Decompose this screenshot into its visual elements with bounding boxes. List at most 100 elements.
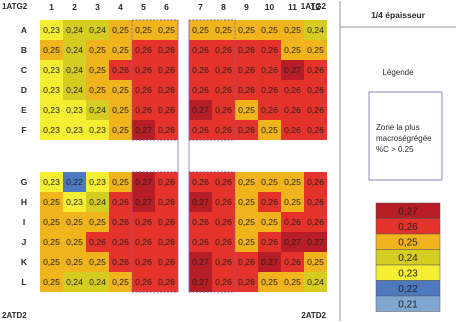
heatmap-cell-J10 xyxy=(258,232,281,252)
cell-value-G6: 0,26 xyxy=(158,177,175,187)
column-label-7: 7 xyxy=(198,2,203,12)
column-label-11: 11 xyxy=(288,2,297,12)
corner-label-bottom-left: 2ATD2 xyxy=(2,311,27,320)
heatmap-cell-L4 xyxy=(109,272,132,292)
cell-value-G4: 0,25 xyxy=(112,177,129,187)
heatmap-cell-K8 xyxy=(212,252,235,272)
heatmap-cell-D12 xyxy=(304,80,327,100)
cell-value-L10: 0,25 xyxy=(261,277,278,287)
cell-value-F3: 0,23 xyxy=(89,125,106,135)
heatmap-cell-I12 xyxy=(304,212,327,232)
heatmap-cell-A3 xyxy=(86,20,109,40)
cell-value-E8: 0,26 xyxy=(215,105,232,115)
cell-value-B9: 0,26 xyxy=(238,45,255,55)
cell-value-K3: 0,25 xyxy=(89,257,106,267)
heatmap-cell-K3 xyxy=(86,252,109,272)
heatmap-cell-A2 xyxy=(63,20,86,40)
cell-value-A11: 0,25 xyxy=(284,25,301,35)
cell-value-I12: 0,26 xyxy=(307,217,324,227)
cell-value-L1: 0,25 xyxy=(43,277,60,287)
heatmap-cell-E6 xyxy=(155,100,178,120)
cell-value-C11: 0,27 xyxy=(284,65,301,75)
heatmap-cell-H1 xyxy=(40,192,63,212)
cell-value-H11: 0,25 xyxy=(284,197,301,207)
heatmap-cell-L3 xyxy=(86,272,109,292)
cell-value-G12: 0,26 xyxy=(307,177,324,187)
cell-value-K6: 0,26 xyxy=(158,257,175,267)
heatmap-cell-J9 xyxy=(235,232,258,252)
heatmap-cell-J2 xyxy=(63,232,86,252)
cell-value-D8: 0,26 xyxy=(215,85,232,95)
corner-label-bottom-right: 2ATD2 xyxy=(301,311,326,320)
cell-value-J5: 0,26 xyxy=(135,237,152,247)
cell-value-J12: 0,27 xyxy=(307,237,324,247)
cell-value-I7: 0,26 xyxy=(192,217,209,227)
cell-value-B7: 0,26 xyxy=(192,45,209,55)
cell-value-G1: 0,23 xyxy=(43,177,60,187)
cell-value-J2: 0,25 xyxy=(66,237,83,247)
cell-value-I9: 0,25 xyxy=(238,217,255,227)
heatmap-cell-H6 xyxy=(155,192,178,212)
cell-value-J1: 0,25 xyxy=(43,237,60,247)
cell-value-H9: 0,25 xyxy=(238,197,255,207)
heatmap-cell-K10 xyxy=(258,252,281,272)
cell-value-J10: 0,26 xyxy=(261,237,278,247)
heatmap-cell-F1 xyxy=(40,120,63,140)
cell-value-C4: 0,26 xyxy=(112,65,129,75)
corner-label-top-left: 1ATG2 xyxy=(2,2,28,11)
cell-value-I3: 0,25 xyxy=(89,217,106,227)
cell-value-E1: 0,23 xyxy=(43,105,60,115)
cell-value-G7: 0,26 xyxy=(192,177,209,187)
cell-value-E6: 0,26 xyxy=(158,105,175,115)
cell-value-F6: 0,26 xyxy=(158,125,175,135)
cell-value-L11: 0,25 xyxy=(284,277,301,287)
heatmap-cell-E9 xyxy=(235,100,258,120)
heatmap-cell-L7 xyxy=(189,272,212,292)
heatmap-cell-I6 xyxy=(155,212,178,232)
cell-value-H10: 0,26 xyxy=(261,197,278,207)
heatmap-cell-I9 xyxy=(235,212,258,232)
legend-title: Légende xyxy=(382,68,414,77)
cell-value-K12: 0,25 xyxy=(307,257,324,267)
cell-value-A3: 0,24 xyxy=(89,25,106,35)
heatmap-cell-J5 xyxy=(132,232,155,252)
row-label-I: I xyxy=(23,217,25,227)
cell-value-L6: 0,26 xyxy=(158,277,175,287)
cell-value-H1: 0,25 xyxy=(43,197,60,207)
zone-note-line-1: Zone la plus xyxy=(376,123,420,132)
heatmap-cell-K2 xyxy=(63,252,86,272)
cell-value-L9: 0,26 xyxy=(238,277,255,287)
cell-value-A2: 0,24 xyxy=(66,25,83,35)
heatmap-cell-A9 xyxy=(235,20,258,40)
cell-value-H8: 0,26 xyxy=(215,197,232,207)
heatmap-cell-F12 xyxy=(304,120,327,140)
heatmap-cell-D11 xyxy=(281,80,304,100)
cell-value-C2: 0,24 xyxy=(66,65,83,75)
zone-note-line-3: %C > 0.25 xyxy=(376,145,414,154)
cell-value-J9: 0,25 xyxy=(238,237,255,247)
cell-value-I6: 0,26 xyxy=(158,217,175,227)
cell-value-E3: 0,24 xyxy=(89,105,106,115)
heatmap-cell-D3 xyxy=(86,80,109,100)
side-header: 1/4 épaisseur xyxy=(371,10,426,20)
heatmap-cell-E2 xyxy=(63,100,86,120)
heatmap-cell-K12 xyxy=(304,252,327,272)
heatmap-cell-D2 xyxy=(63,80,86,100)
heatmap-cell-E1 xyxy=(40,100,63,120)
heatmap-cell-B7 xyxy=(189,40,212,60)
heatmap-cell-C2 xyxy=(63,60,86,80)
heatmap-cell-H12 xyxy=(304,192,327,212)
heatmap-cell-B12 xyxy=(304,40,327,60)
heatmap-cell-L9 xyxy=(235,272,258,292)
heatmap-cell-H5 xyxy=(132,192,155,212)
heatmap-cell-F11 xyxy=(281,120,304,140)
heatmap-cell-E7 xyxy=(189,100,212,120)
legend-label-0,27: 0,27 xyxy=(398,206,418,217)
heatmap-cell-F7 xyxy=(189,120,212,140)
cell-value-L5: 0,26 xyxy=(135,277,152,287)
cell-value-L12: 0,24 xyxy=(307,277,324,287)
cell-value-I4: 0,26 xyxy=(112,217,129,227)
cell-value-F9: 0,26 xyxy=(238,125,255,135)
cell-value-I11: 0,26 xyxy=(284,217,301,227)
corner-label-top-right: 1ATG2 xyxy=(301,2,327,11)
